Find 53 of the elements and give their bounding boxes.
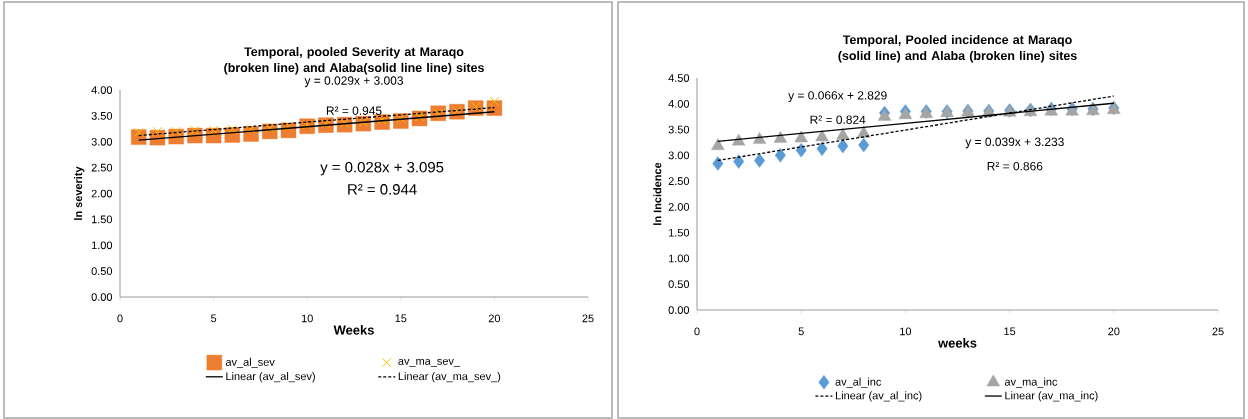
- x-tick-label: 25: [582, 314, 594, 323]
- y-tick-label: 3.00: [668, 151, 690, 160]
- y-axis-title: ln severity: [74, 166, 85, 220]
- annotation: y = 0.039x + 3.233: [965, 137, 1064, 149]
- y-tick-label: 0.50: [91, 267, 113, 276]
- y-tick-label: 4.00: [91, 86, 113, 94]
- y-axis-title: ln Incidence: [653, 162, 662, 225]
- chart-title: Temporal, Pooled incidence at Maraqo (solid line) and Alaba (broken line) sites: [838, 34, 1077, 63]
- text: y = 0.029x + 3.003: [304, 76, 403, 88]
- annotation: R² = 0.824: [810, 115, 866, 124]
- y-tick-label: 0.00: [91, 293, 113, 301]
- annotation: y = 0.028x + 3.095: [320, 161, 444, 176]
- x-tick-label: 0: [694, 327, 700, 336]
- y-tick-label: 0.50: [668, 280, 690, 289]
- x-tick-label: 20: [488, 314, 501, 323]
- x-tick-label: 10: [301, 314, 313, 323]
- y-tick-label: 1.00: [91, 241, 113, 250]
- y-tick-label: 2.50: [91, 163, 113, 172]
- annotation: R² = 0.944: [348, 184, 417, 195]
- x-axis-title: Weeks: [333, 325, 374, 335]
- x-tick-label: 5: [210, 314, 217, 323]
- legend-label: av_al_sev: [225, 357, 275, 368]
- x-tick-label: 15: [395, 314, 407, 323]
- y-tick-label: 3.00: [91, 137, 113, 146]
- x-tick-label: 10: [900, 327, 912, 336]
- chart-title: Temporal, pooled Severity at Maraqo (broken line) and Alaba(solid line line) sites: [224, 46, 484, 75]
- legend-label: av_ma_sev_: [398, 358, 461, 367]
- legend-label: Linear (av_al_sev): [226, 372, 315, 383]
- x-tick-label: 0: [117, 314, 123, 323]
- y-tick-label: 4.00: [668, 99, 690, 108]
- y-tick-label: 1.50: [668, 228, 690, 237]
- legend-label: Linear (av_ma_sev_): [398, 372, 501, 383]
- x-tick-label: 15: [1004, 327, 1016, 336]
- y-tick-label: 3.50: [668, 125, 690, 134]
- annotation: R² = 0.866: [987, 161, 1043, 171]
- x-tick-label: 25: [1212, 327, 1224, 336]
- annotation: y = 0.066x + 2.829: [788, 91, 887, 102]
- x-axis-title: weeks: [938, 338, 977, 348]
- legend-label: Linear (av_al_inc): [835, 391, 922, 402]
- y-tick-label: 2.00: [91, 189, 113, 198]
- annotation: R² = 0.945: [326, 106, 382, 115]
- y-tick-label: 3.50: [91, 112, 113, 120]
- y-tick-label: 1.50: [91, 215, 113, 224]
- y-tick-label: 0.00: [668, 306, 690, 314]
- x-tick-label: 20: [1108, 327, 1120, 336]
- y-tick-label: 1.00: [668, 254, 690, 263]
- legend-label: av_al_inc: [835, 377, 882, 388]
- legend-label: Linear (av_ma_inc): [1005, 391, 1098, 402]
- y-tick-label: 2.50: [668, 177, 690, 185]
- legend-label: av_ma_inc: [1004, 377, 1058, 388]
- x-tick-label: 5: [798, 327, 804, 336]
- y-tick-label: 4.50: [668, 74, 690, 82]
- y-tick-label: 2.00: [668, 203, 690, 211]
